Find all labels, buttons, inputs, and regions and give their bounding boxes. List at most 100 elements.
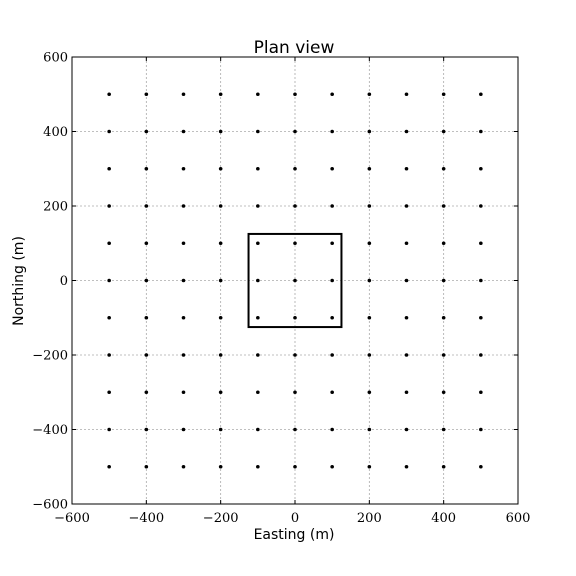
station-points <box>107 92 482 468</box>
x-tick-label: 200 <box>357 511 382 526</box>
y-tick-label: −200 <box>32 349 68 364</box>
station-point <box>368 390 372 394</box>
station-point <box>182 130 186 134</box>
y-tick-label: −400 <box>32 423 68 438</box>
station-point <box>145 167 149 171</box>
station-point <box>405 316 409 320</box>
station-point <box>368 279 372 283</box>
station-point <box>219 204 223 208</box>
station-point <box>145 316 149 320</box>
station-point <box>145 279 149 283</box>
station-point <box>330 316 334 320</box>
station-point <box>405 390 409 394</box>
y-tick-label: 0 <box>60 274 68 289</box>
station-point <box>256 204 260 208</box>
station-point <box>293 241 297 245</box>
station-point <box>293 316 297 320</box>
station-point <box>256 279 260 283</box>
station-point <box>330 279 334 283</box>
station-point <box>256 316 260 320</box>
station-point <box>293 428 297 432</box>
station-point <box>293 167 297 171</box>
station-point <box>442 353 446 357</box>
station-point <box>405 167 409 171</box>
station-point <box>256 241 260 245</box>
station-point <box>330 92 334 96</box>
station-point <box>479 167 483 171</box>
station-point <box>479 279 483 283</box>
station-point <box>182 390 186 394</box>
station-point <box>330 204 334 208</box>
station-point <box>182 353 186 357</box>
station-point <box>182 465 186 469</box>
station-point <box>368 92 372 96</box>
station-point <box>145 130 149 134</box>
station-point <box>145 428 149 432</box>
station-point <box>182 428 186 432</box>
station-point <box>145 390 149 394</box>
station-point <box>219 390 223 394</box>
station-point <box>479 204 483 208</box>
station-point <box>107 167 111 171</box>
station-point <box>182 279 186 283</box>
chart-title: Plan view <box>254 38 335 58</box>
station-point <box>293 465 297 469</box>
station-point <box>479 130 483 134</box>
station-point <box>145 465 149 469</box>
station-point <box>442 465 446 469</box>
station-point <box>256 353 260 357</box>
station-point <box>145 92 149 96</box>
station-point <box>330 428 334 432</box>
station-point <box>219 353 223 357</box>
station-point <box>107 465 111 469</box>
station-point <box>405 204 409 208</box>
station-point <box>479 353 483 357</box>
x-tick-label: −200 <box>203 511 239 526</box>
station-point <box>442 316 446 320</box>
station-point <box>405 428 409 432</box>
station-point <box>293 204 297 208</box>
station-point <box>182 316 186 320</box>
station-point <box>182 92 186 96</box>
x-axis-label: Easting (m) <box>254 527 335 543</box>
station-point <box>330 167 334 171</box>
station-point <box>405 465 409 469</box>
station-point <box>442 92 446 96</box>
station-point <box>182 204 186 208</box>
station-point <box>107 204 111 208</box>
station-point <box>368 465 372 469</box>
station-point <box>479 428 483 432</box>
station-point <box>330 353 334 357</box>
station-point <box>405 92 409 96</box>
station-point <box>107 130 111 134</box>
station-point <box>479 390 483 394</box>
y-axis-label: Northing (m) <box>11 236 27 326</box>
x-tick-label: 400 <box>431 511 456 526</box>
station-point <box>256 390 260 394</box>
station-point <box>107 428 111 432</box>
station-point <box>145 204 149 208</box>
y-tick-label: −600 <box>32 498 68 513</box>
station-point <box>368 241 372 245</box>
station-point <box>479 316 483 320</box>
station-point <box>256 92 260 96</box>
station-point <box>405 130 409 134</box>
station-point <box>293 353 297 357</box>
station-point <box>368 204 372 208</box>
station-point <box>219 279 223 283</box>
station-point <box>479 241 483 245</box>
station-point <box>405 241 409 245</box>
x-tick-labels: −600 −400 −200 0 200 400 600 <box>54 511 530 526</box>
station-point <box>368 167 372 171</box>
station-point <box>330 130 334 134</box>
station-point <box>219 92 223 96</box>
station-point <box>107 353 111 357</box>
station-point <box>405 353 409 357</box>
station-point <box>368 130 372 134</box>
station-point <box>330 241 334 245</box>
station-point <box>256 428 260 432</box>
station-point <box>107 241 111 245</box>
station-point <box>442 204 446 208</box>
station-point <box>256 167 260 171</box>
